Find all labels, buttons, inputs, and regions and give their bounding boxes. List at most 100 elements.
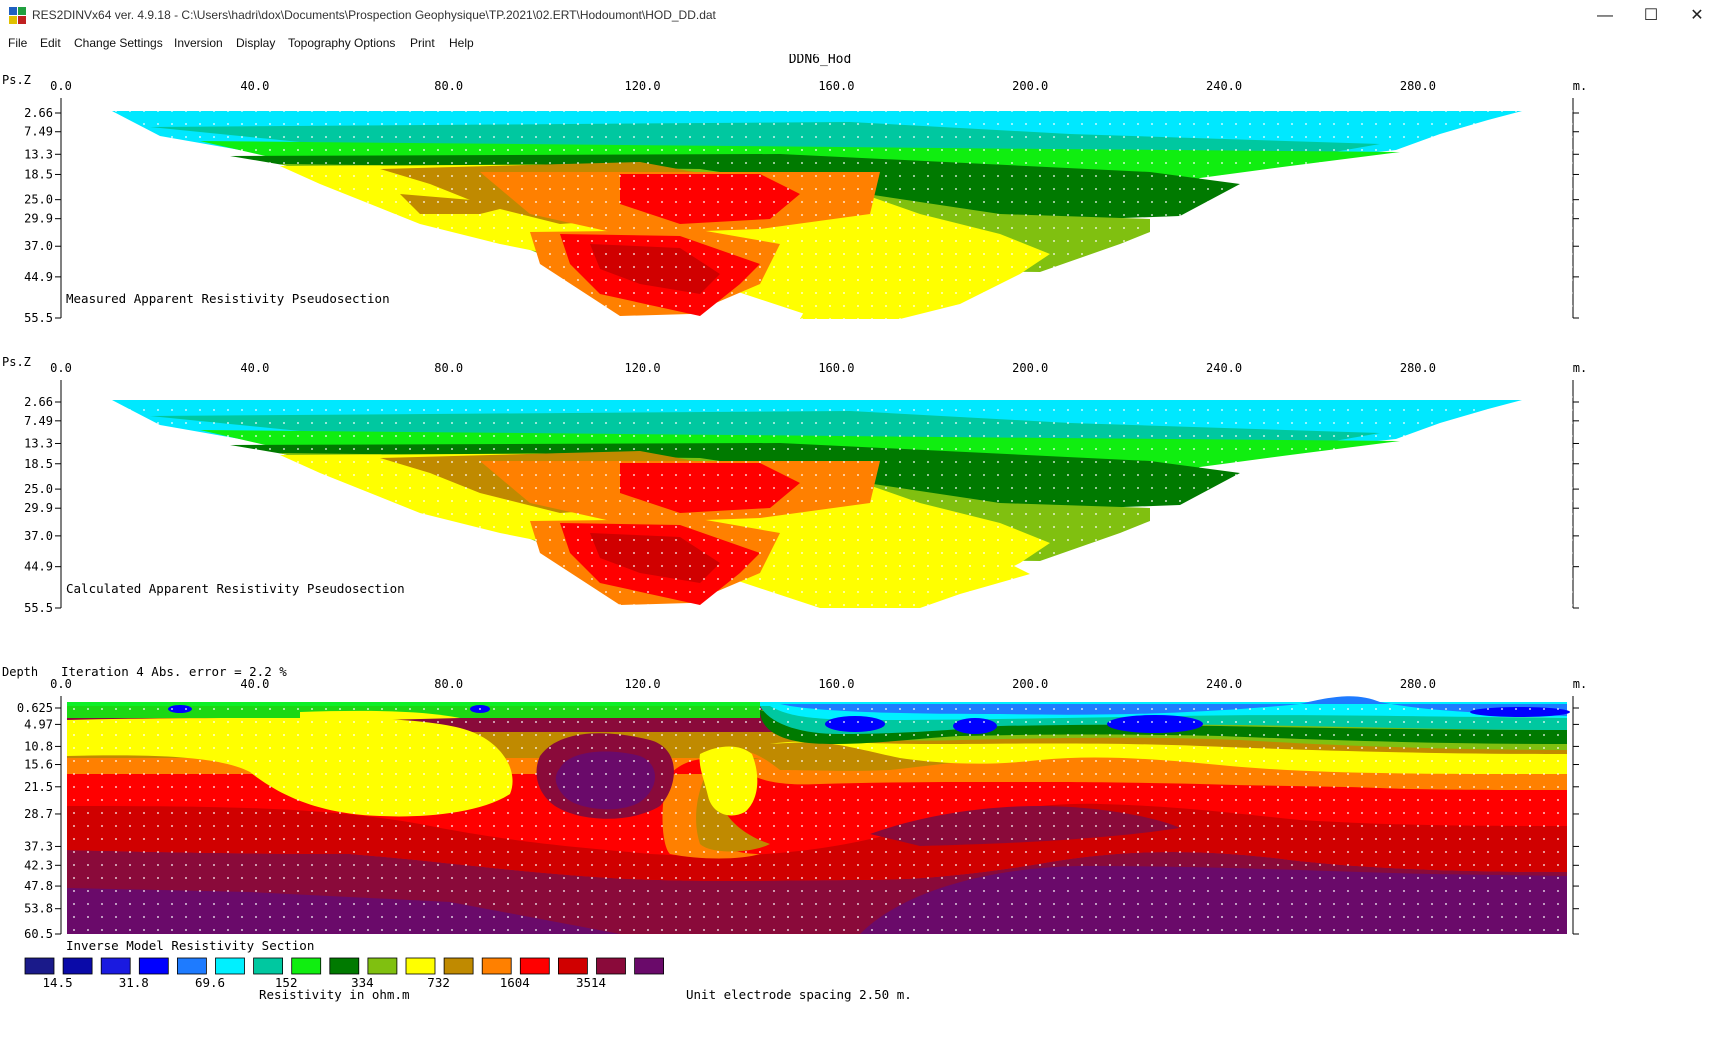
y-tick-label: 18.5 [24,457,53,471]
y-tick-label: 10.8 [24,739,53,753]
legend-swatch [291,957,322,975]
measured-caption: Measured Apparent Resistivity Pseudosect… [66,291,390,306]
x-tick-label: 40.0 [240,79,269,93]
menu-display[interactable]: Display [236,36,276,50]
legend-value-label: 334 [351,975,374,990]
app-icon [9,7,26,24]
x-tick-label: 40.0 [240,361,269,375]
y-tick-label: 25.0 [24,193,53,207]
measured-x-unit: m. [1573,79,1587,93]
menu-help[interactable]: Help [449,36,474,50]
maximize-button[interactable]: ☐ [1643,7,1659,24]
legend-swatch [519,957,550,975]
measured-pseudosection [61,104,1573,319]
y-tick-label: 55.5 [24,311,53,325]
x-tick-label: 280.0 [1400,79,1436,93]
legend-swatch [24,957,55,975]
y-tick-label: 42.3 [24,858,53,872]
legend-swatch [558,957,588,975]
close-button[interactable]: ✕ [1690,7,1704,24]
color-scale-legend [24,957,664,975]
x-tick-label: 40.0 [240,677,269,691]
legend-value-label: 1604 [500,975,530,990]
legend-value-label: 152 [275,975,298,990]
title-bar: RES2DINVx64 ver. 4.9.18 - C:\Users\hadri… [0,0,1720,33]
window-frame [1716,0,1720,1040]
x-tick-label: 120.0 [624,677,660,691]
y-tick-label: 37.0 [24,529,53,543]
menu-print[interactable]: Print [410,36,435,50]
x-tick-label: 200.0 [1012,361,1048,375]
legend-swatch [443,957,474,975]
y-tick-label: 60.5 [24,927,53,941]
x-tick-label: 80.0 [434,677,463,691]
menu-topography-options[interactable]: Topography Options [288,36,396,50]
resistivity-units-label: Resistivity in ohm.m [259,987,410,1002]
legend-swatch [367,957,398,975]
minimize-button[interactable]: — [1597,7,1613,24]
iteration-error-text: Iteration 4 Abs. error = 2.2 % [61,664,287,679]
x-tick-label: 280.0 [1400,361,1436,375]
menu-edit[interactable]: Edit [40,36,61,50]
legend-swatch [596,957,626,975]
y-tick-label: 4.97 [24,717,53,731]
calculated-pseudosection [61,393,1573,608]
x-tick-label: 120.0 [624,79,660,93]
y-tick-label: 2.66 [24,106,53,120]
x-tick-label: 0.0 [50,79,72,93]
depth-axis-label: Depth [2,665,38,679]
legend-swatch [62,957,93,975]
y-tick-label: 47.8 [24,879,53,893]
legend-swatch [215,957,245,975]
legend-value-label: 31.8 [119,975,149,990]
y-tick-label: 25.0 [24,482,53,496]
x-tick-label: 160.0 [818,677,854,691]
legend-swatch [481,957,512,975]
menu-inversion[interactable]: Inversion [174,36,223,50]
legend-value-label: 3514 [576,975,606,990]
x-tick-label: 240.0 [1206,361,1242,375]
electrode-spacing-label: Unit electrode spacing 2.50 m. [686,987,912,1002]
y-tick-label: 37.3 [24,839,53,853]
y-tick-label: 53.8 [24,902,53,916]
legend-value-label: 732 [427,975,450,990]
legend-value-label: 14.5 [43,975,73,990]
inverse-model-section [67,696,1570,934]
legend-swatch [176,957,207,975]
x-tick-label: 240.0 [1206,677,1242,691]
y-tick-label: 28.7 [24,807,53,821]
x-tick-label: 240.0 [1206,79,1242,93]
y-tick-label: 21.5 [24,780,53,794]
y-tick-label: 37.0 [24,239,53,253]
calculated-x-unit: m. [1573,361,1587,375]
x-tick-label: 200.0 [1012,79,1048,93]
legend-swatch [634,957,664,975]
y-tick-label: 55.5 [24,601,53,615]
legend-swatch [329,957,360,975]
x-tick-label: 80.0 [434,361,463,375]
x-tick-label: 200.0 [1012,677,1048,691]
legend-value-label: 69.6 [195,975,225,990]
x-tick-label: 120.0 [624,361,660,375]
calculated-y-axis-label: Ps.Z [2,355,31,369]
x-tick-label: 0.0 [50,361,72,375]
y-tick-label: 13.3 [24,436,53,450]
x-tick-label: 0.0 [50,677,72,691]
measured-y-axis-label: Ps.Z [2,73,31,87]
y-tick-label: 2.66 [24,395,53,409]
x-tick-label: 160.0 [818,79,854,93]
y-tick-label: 7.49 [24,414,53,428]
y-tick-label: 15.6 [24,758,53,772]
y-tick-label: 29.9 [24,212,53,226]
y-tick-label: 18.5 [24,167,53,181]
window-title: RES2DINVx64 ver. 4.9.18 - C:\Users\hadri… [32,8,716,22]
y-tick-label: 29.9 [24,501,53,515]
x-tick-label: 160.0 [818,361,854,375]
menu-change-settings[interactable]: Change Settings [74,36,163,50]
legend-swatch [253,957,284,975]
legend-swatch [405,957,436,975]
y-tick-label: 44.9 [24,560,53,574]
resistivity-plot-area: DDN6_Hod Ps.Z 0.0 40.0 80.0 120.0 160.0 200.0… [2,54,1587,1002]
legend-swatch [100,957,131,975]
menu-file[interactable]: File [8,36,28,50]
